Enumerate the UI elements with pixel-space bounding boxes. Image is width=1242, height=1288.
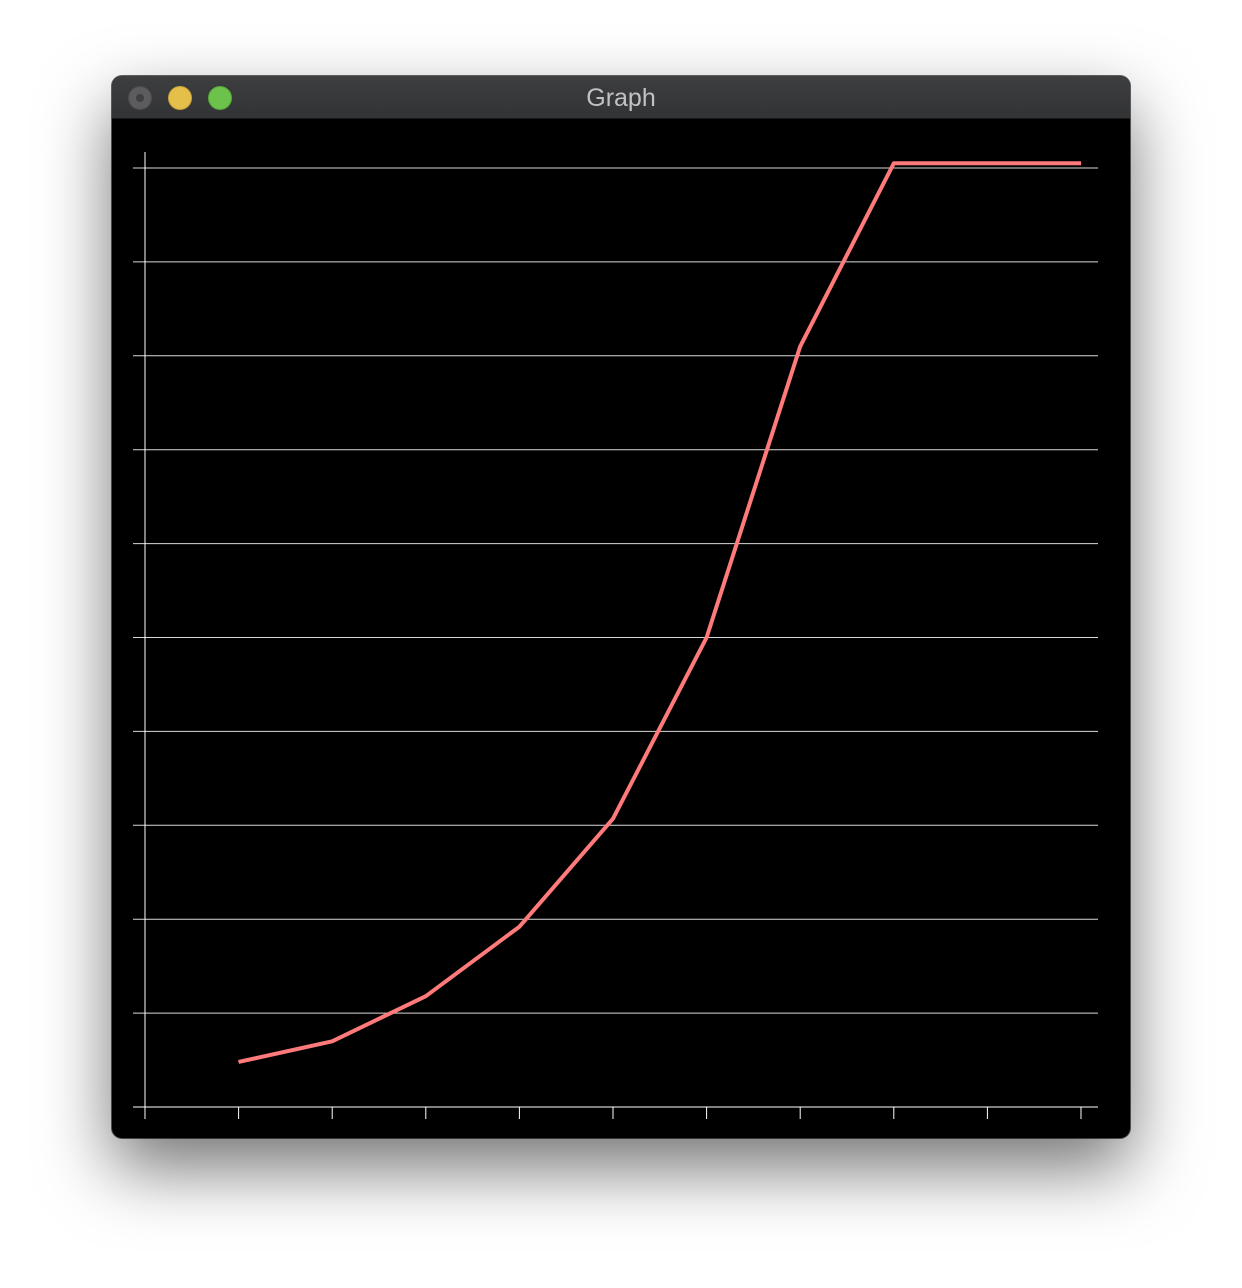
minimize-button[interactable] xyxy=(168,86,192,110)
data-point xyxy=(612,818,614,820)
data-point xyxy=(893,162,895,164)
series-line xyxy=(238,161,1081,1064)
title-bar[interactable]: Graph xyxy=(112,76,1130,119)
zoom-button[interactable] xyxy=(208,86,232,110)
data-point xyxy=(986,162,988,164)
close-button[interactable] xyxy=(128,86,152,110)
graph-window: Graph xyxy=(112,76,1130,1138)
data-point xyxy=(799,345,801,347)
data-point xyxy=(425,995,427,997)
line-chart xyxy=(133,152,1098,1119)
plot-area xyxy=(112,118,1130,1138)
data-point xyxy=(706,637,708,638)
data-point xyxy=(331,1040,333,1042)
window-title: Graph xyxy=(586,84,656,112)
data-point xyxy=(518,926,520,928)
data-point xyxy=(238,1061,240,1063)
data-point xyxy=(1080,162,1082,164)
